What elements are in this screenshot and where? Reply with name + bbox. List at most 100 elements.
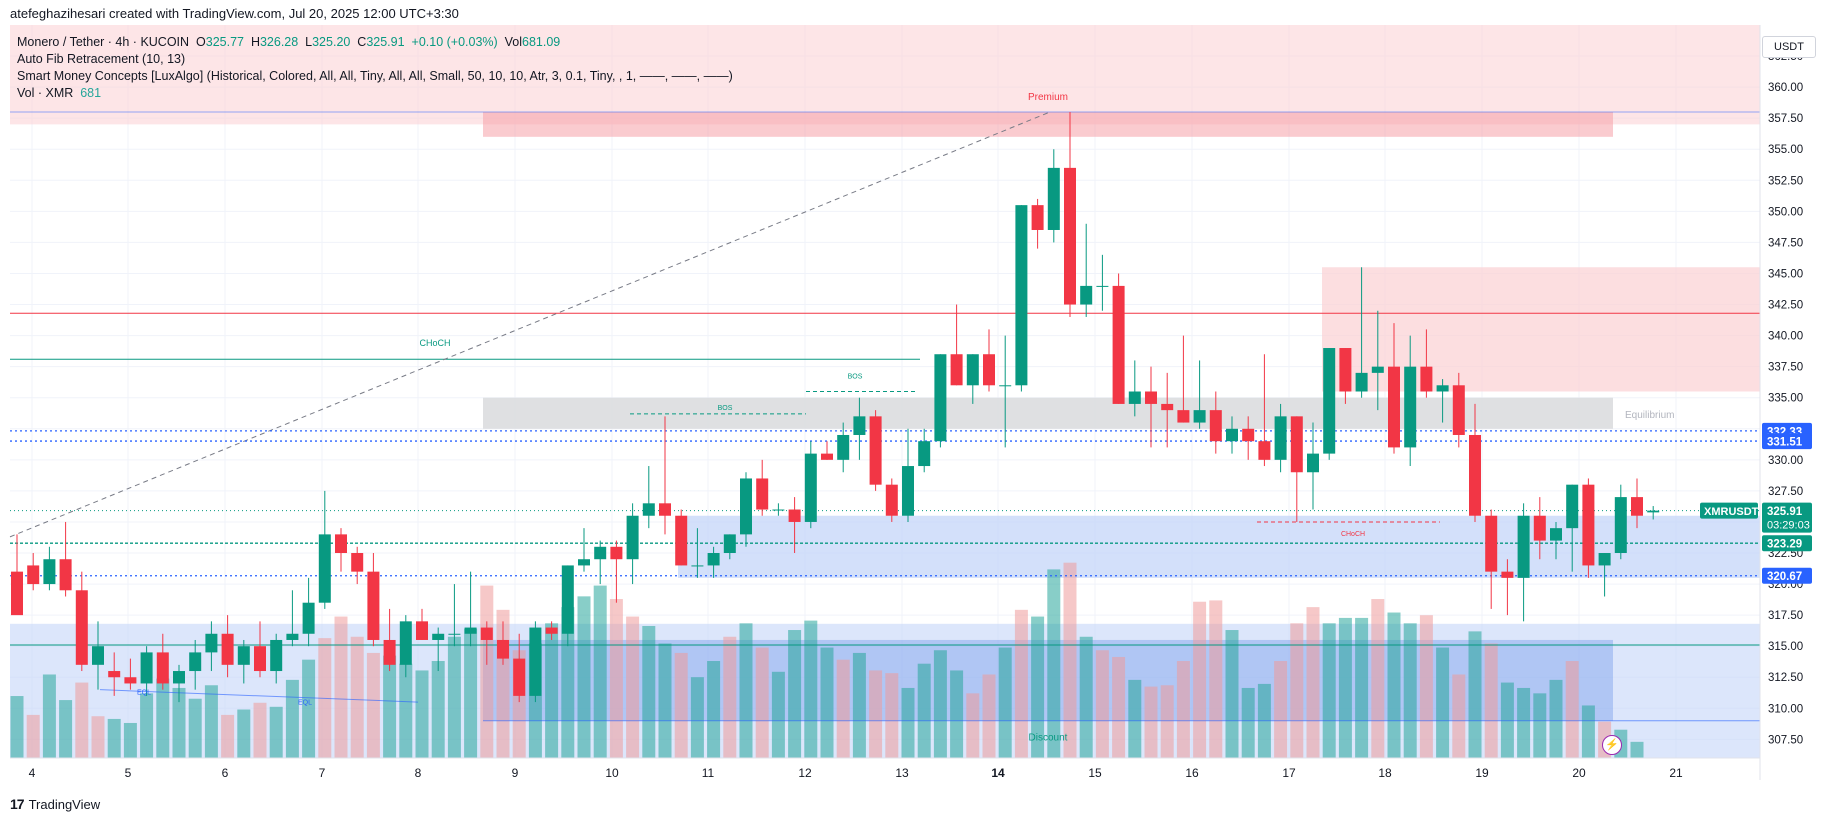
time-tick-label: 19 bbox=[1475, 766, 1489, 780]
volume-bar bbox=[383, 655, 397, 758]
volume-bar bbox=[75, 682, 89, 758]
currency-button[interactable]: USDT bbox=[1762, 36, 1816, 58]
candle-body bbox=[205, 633, 218, 653]
candle-body bbox=[1371, 366, 1384, 373]
volume-bar bbox=[1160, 685, 1174, 758]
indicator-volume[interactable]: Vol · XMR 681 bbox=[17, 85, 733, 102]
candle-body bbox=[659, 503, 671, 516]
candle-body bbox=[1517, 515, 1530, 578]
candle-body bbox=[1290, 416, 1303, 473]
green-level-badge bbox=[1762, 535, 1812, 552]
candle-body bbox=[707, 553, 720, 566]
volume-bar bbox=[10, 696, 24, 758]
blue-level-badge-text: 331.51 bbox=[1767, 437, 1803, 449]
candle-body bbox=[1226, 428, 1238, 442]
price-tick-label: 347.50 bbox=[1768, 237, 1803, 249]
high-value: 326.28 bbox=[259, 35, 299, 49]
tradingview-brand[interactable]: 17 TradingView bbox=[10, 796, 100, 812]
candle-body bbox=[43, 559, 56, 585]
close-label: C bbox=[357, 35, 367, 49]
volume-bar bbox=[1274, 661, 1288, 758]
symbol-label[interactable]: Monero / Tether · 4h · KUCOIN bbox=[17, 35, 190, 49]
candle-body bbox=[1550, 528, 1562, 541]
volume-bar bbox=[464, 628, 478, 758]
price-tick-label: 345.00 bbox=[1768, 268, 1803, 280]
eql-line bbox=[99, 689, 419, 703]
volume-bar bbox=[350, 636, 364, 758]
volume-bar bbox=[690, 677, 704, 758]
price-tick-label: 315.00 bbox=[1768, 641, 1803, 653]
volume-bar bbox=[1322, 623, 1336, 758]
volume-bar bbox=[950, 670, 964, 758]
candle-body bbox=[1452, 385, 1465, 435]
volume-bar bbox=[1484, 643, 1498, 758]
candle-body bbox=[545, 627, 558, 634]
price-tick-label: 352.50 bbox=[1768, 175, 1803, 187]
volume-bar bbox=[707, 661, 721, 758]
volume-bar bbox=[253, 702, 267, 758]
volume-bar bbox=[415, 670, 429, 758]
volume-bar bbox=[1193, 601, 1207, 758]
candle-body bbox=[1614, 497, 1627, 554]
time-tick-label: 10 bbox=[605, 766, 619, 780]
volume-bar bbox=[172, 687, 186, 758]
time-tick-label: 9 bbox=[512, 766, 519, 780]
candle-body bbox=[1469, 434, 1481, 516]
price-tick-label: 355.00 bbox=[1768, 144, 1803, 156]
candle-body bbox=[1404, 366, 1417, 448]
price-tick-label: 360.00 bbox=[1768, 82, 1803, 94]
candle-body bbox=[691, 565, 704, 567]
candle-body bbox=[302, 602, 315, 634]
green-level-badge-text: 323.29 bbox=[1767, 539, 1802, 551]
volume-bar bbox=[771, 671, 785, 758]
candle-body bbox=[1145, 391, 1157, 404]
price-tick-label: 357.50 bbox=[1768, 113, 1803, 125]
candle-body bbox=[869, 416, 882, 485]
candle-body bbox=[1274, 416, 1287, 460]
candle-body bbox=[399, 621, 412, 665]
volume-bar bbox=[593, 585, 607, 758]
volume-bar bbox=[59, 700, 73, 758]
candle-body bbox=[367, 571, 380, 640]
candle-body bbox=[1096, 285, 1109, 287]
candle-body bbox=[1161, 403, 1174, 411]
candle-body bbox=[723, 534, 736, 554]
volume-bar bbox=[1403, 623, 1417, 758]
candle-body bbox=[383, 639, 396, 665]
candle-body bbox=[966, 354, 979, 386]
candle-body bbox=[221, 633, 234, 665]
candle-body bbox=[497, 639, 509, 659]
volume-bar bbox=[1452, 674, 1466, 758]
candle-body bbox=[156, 652, 169, 684]
volume-bar bbox=[1079, 636, 1093, 758]
indicator-fib[interactable]: Auto Fib Retracement (10, 13) bbox=[17, 52, 186, 66]
chart-attribution: atefeghazihesari created with TradingVie… bbox=[10, 6, 459, 21]
volume-bar bbox=[1436, 647, 1450, 758]
candle-body bbox=[642, 503, 655, 516]
candle-body bbox=[1128, 391, 1141, 404]
volume-bar bbox=[1031, 616, 1045, 758]
candle-body bbox=[1566, 484, 1579, 529]
blue-level-badge-text: 320.67 bbox=[1767, 571, 1802, 583]
lightning-icon[interactable]: ⚡ bbox=[1602, 735, 1622, 755]
candle-body bbox=[918, 441, 931, 467]
candle-body bbox=[1533, 515, 1546, 541]
time-tick-label: 18 bbox=[1378, 766, 1392, 780]
indicator-smc[interactable]: Smart Money Concepts [LuxAlgo] (Historic… bbox=[17, 69, 733, 83]
legend-symbol-row[interactable]: Monero / Tether · 4h · KUCOIN O325.77 H3… bbox=[17, 34, 733, 51]
volume-bar bbox=[366, 652, 380, 758]
volume-bar bbox=[237, 709, 251, 758]
candle-body bbox=[1080, 285, 1093, 305]
volume-bar bbox=[26, 714, 40, 758]
candle-body bbox=[173, 671, 185, 684]
high-label: H bbox=[250, 35, 260, 49]
time-tick-label: 20 bbox=[1572, 766, 1586, 780]
volume-bar bbox=[1355, 617, 1369, 758]
candle-body bbox=[351, 553, 364, 572]
candle-body bbox=[610, 546, 623, 560]
current-price-badge bbox=[1762, 502, 1812, 533]
eql-label-1: EQL bbox=[137, 690, 151, 697]
volume-bar bbox=[1419, 615, 1433, 758]
candle-body bbox=[1582, 484, 1595, 566]
